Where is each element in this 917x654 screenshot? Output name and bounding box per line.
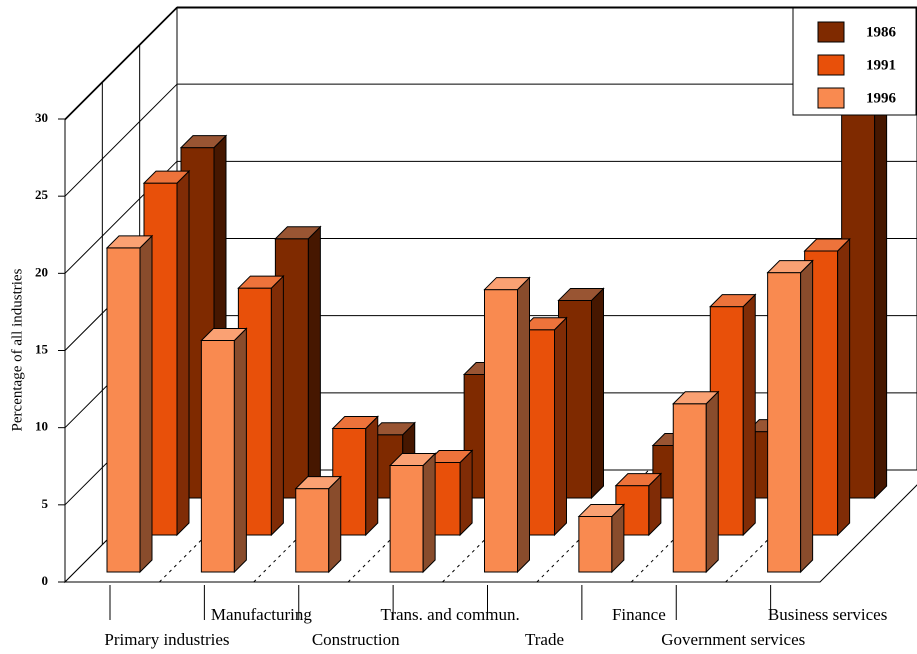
bar-front (200, 340, 235, 573)
x-tick-label: Government services (661, 630, 805, 649)
bar-side (365, 415, 379, 537)
x-tick-label: Primary industries (104, 630, 229, 649)
y-tick-label: 5 (42, 496, 49, 511)
grid-line (64, 83, 178, 197)
bar-side (742, 293, 756, 537)
bar-side (800, 259, 814, 574)
bar-side (705, 390, 719, 574)
bar-top (388, 453, 437, 467)
bar-front (578, 515, 613, 573)
bar-front (767, 272, 802, 573)
legend-label: 1991 (866, 57, 896, 73)
bar-top (142, 170, 191, 184)
bar-side (176, 169, 190, 537)
bar-side (233, 327, 247, 574)
legend-swatch (817, 21, 845, 43)
bar-top (274, 226, 322, 240)
bar-front (389, 465, 424, 573)
bar (200, 327, 248, 574)
grid-line (64, 6, 178, 120)
bar-top (483, 277, 531, 291)
bar-side (422, 452, 436, 574)
legend-box (792, 7, 917, 116)
bar-side (307, 225, 321, 500)
y-tick-label: 25 (35, 187, 49, 202)
bar-front (484, 289, 518, 573)
bar-side (837, 237, 851, 537)
bar-front (295, 488, 330, 573)
bar-front (106, 247, 141, 573)
bar-top (672, 391, 720, 405)
legend-swatch (817, 54, 845, 76)
bar-top (105, 235, 154, 249)
bar-top (179, 135, 228, 149)
x-tick-label: Trans. and commun. (381, 605, 520, 624)
legend-label: 1986 (866, 24, 897, 40)
bar-top (709, 294, 757, 308)
y-tick-label: 0 (42, 573, 49, 588)
bar-top (237, 275, 285, 289)
bar (672, 390, 720, 574)
x-tick-label: Finance (612, 605, 666, 624)
bar-top (577, 503, 626, 517)
x-tick-label: Trade (525, 630, 564, 649)
legend-label: 1996 (866, 90, 897, 106)
bar (294, 475, 342, 574)
bar-side (139, 234, 153, 574)
x-tick-label: Manufacturing (211, 605, 313, 624)
bar-top (803, 238, 851, 252)
bar-front (672, 403, 707, 573)
y-tick-label: 30 (35, 110, 48, 125)
y-tick-label: 15 (35, 341, 49, 356)
y-axis-label: Percentage of all industries (9, 268, 25, 431)
bar (388, 452, 437, 574)
bar-top (200, 328, 248, 341)
bar-side (517, 276, 530, 574)
x-tick-label: Business services (768, 605, 887, 624)
bar-side (328, 475, 342, 574)
bar-side (459, 449, 473, 537)
bar (577, 503, 626, 574)
bar-top (614, 473, 663, 487)
bar-top (766, 260, 814, 274)
bar-side (591, 287, 604, 500)
bar-top (294, 476, 342, 490)
bar (483, 276, 531, 574)
bar (614, 472, 663, 537)
bar-top (557, 287, 605, 301)
legend-swatch (817, 87, 845, 109)
bar-side (874, 83, 888, 500)
bar-side (270, 274, 284, 537)
y-tick-label: 10 (35, 419, 48, 434)
bar-top (331, 416, 379, 430)
bar-side (554, 316, 567, 537)
bar (105, 234, 154, 574)
bar (766, 259, 814, 574)
y-tick-label: 20 (35, 264, 48, 279)
x-tick-label: Construction (312, 630, 400, 649)
